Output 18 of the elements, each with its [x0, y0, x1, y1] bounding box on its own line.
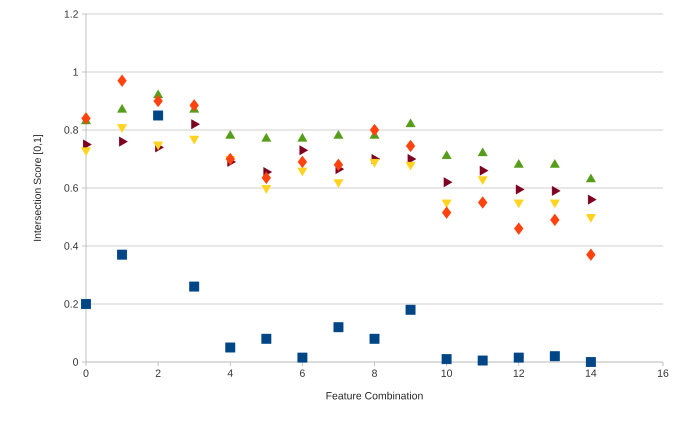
y-tick-label: 0.6 — [64, 184, 78, 192]
x-tick-label: 14 — [586, 370, 596, 377]
x-tick-label: 12 — [514, 370, 524, 377]
x-tick-label: 16 — [658, 370, 668, 377]
y-tick-label: 0 — [73, 358, 78, 366]
x-axis-title: Feature Combination — [326, 392, 423, 400]
x-tick-label: 2 — [156, 370, 160, 377]
x-tick-label: 4 — [228, 370, 233, 377]
y-tick-label: 0.2 — [64, 300, 78, 308]
x-tick-label: 0 — [83, 370, 88, 377]
y-axis-title: Intersection Score [0,1] — [33, 134, 44, 241]
y-tick-label: 1 — [73, 68, 78, 76]
x-tick-label: 8 — [372, 370, 377, 377]
x-tick-label: 10 — [442, 370, 452, 377]
y-tick-label: 1.2 — [64, 10, 78, 18]
x-tick-label: 6 — [300, 370, 305, 377]
y-tick-label: 0.4 — [64, 242, 78, 250]
y-tick-label: 0.8 — [64, 126, 78, 134]
